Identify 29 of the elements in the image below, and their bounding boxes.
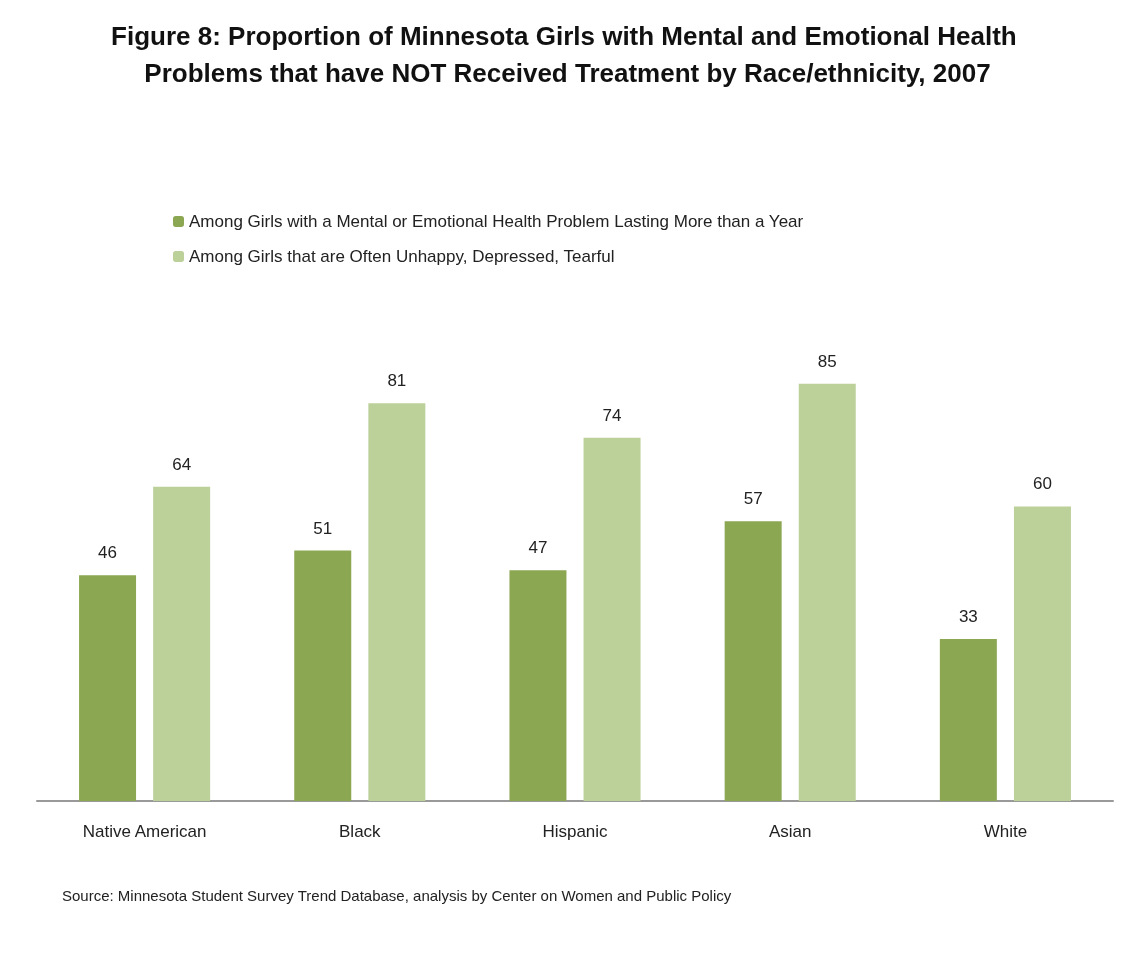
x-tick-label: Black: [339, 822, 382, 841]
bar: [294, 550, 352, 801]
bar: [79, 575, 137, 801]
data-label: 85: [817, 351, 837, 371]
data-label: 64: [172, 454, 192, 474]
data-label: 47: [528, 538, 548, 558]
data-label: 46: [98, 543, 118, 563]
data-label: 57: [743, 489, 763, 509]
bar: [1013, 506, 1071, 801]
bar: [583, 437, 641, 801]
data-label: 33: [958, 606, 978, 626]
x-tick-label: White: [983, 822, 1028, 841]
chart-title: Figure 8: Proportion of Minnesota Girls with Mental and Emotional Health Problems that have NOT Received Treatment by Race/ethnicity, 2007: [111, 20, 1024, 88]
data-label: 60: [1032, 474, 1052, 494]
source-note: Source: Minnesota Student Survey Trend Database, analysis by Center on Women and Public Policy: [62, 887, 732, 904]
bar: [798, 383, 856, 801]
bar: [939, 638, 997, 801]
x-tick-label: Hispanic: [542, 822, 609, 841]
bar: [724, 521, 782, 801]
x-tick-label: Native American: [82, 822, 207, 841]
data-label: 74: [602, 405, 622, 425]
data-label: 51: [313, 518, 333, 538]
bar: [368, 403, 426, 801]
data-label: 81: [387, 371, 407, 391]
bar: [153, 486, 211, 801]
legend-label: Among Girls that are Often Unhappy, Depressed, Tearful: [189, 247, 615, 266]
legend-label: Among Girls with a Mental or Emotional Health Problem Lasting More than a Year: [189, 212, 804, 231]
bar: [509, 570, 567, 801]
x-tick-label: Asian: [768, 822, 812, 841]
